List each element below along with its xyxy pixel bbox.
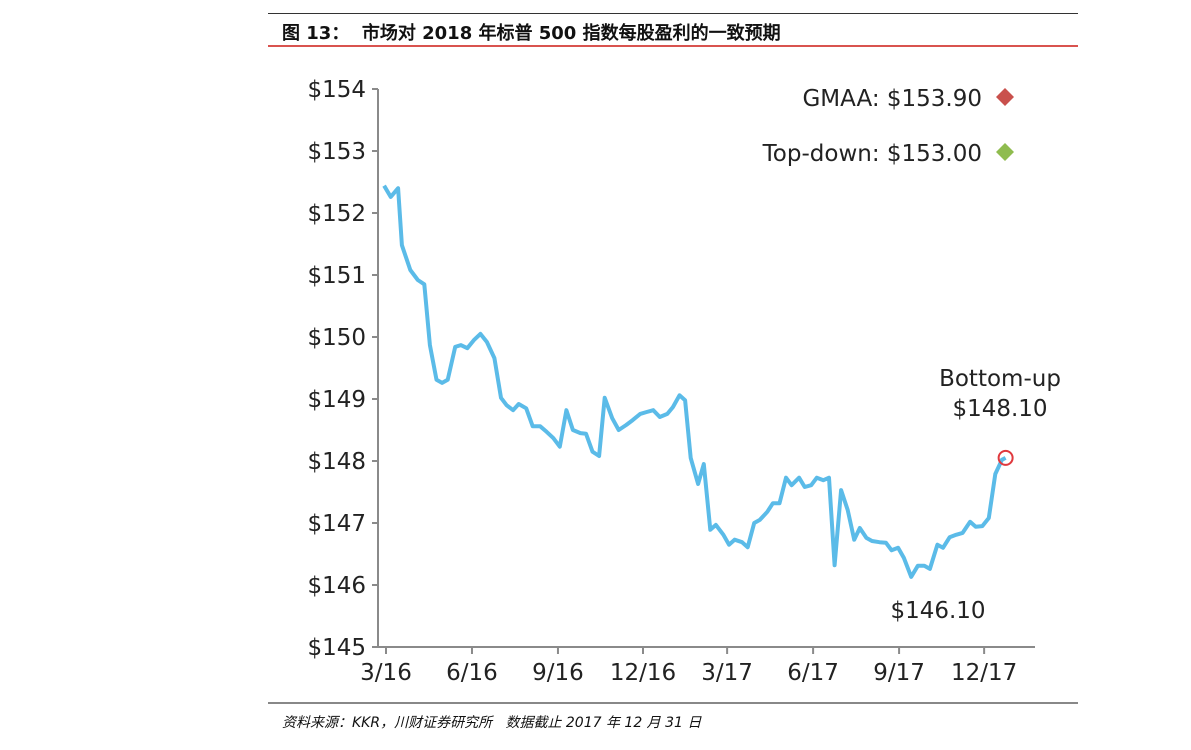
title-underline bbox=[268, 45, 1078, 47]
gmaa-diamond-marker bbox=[996, 88, 1014, 106]
footer-rule bbox=[268, 702, 1078, 704]
low-point-label: $146.10 bbox=[890, 598, 985, 624]
y-tick-label: $151 bbox=[307, 263, 366, 289]
x-tick-label: 3/17 bbox=[701, 660, 753, 686]
y-tick-label: $148 bbox=[307, 449, 366, 475]
x-tick-label: 6/17 bbox=[787, 660, 839, 686]
top-down-label: Top-down: $153.00 bbox=[762, 141, 982, 167]
y-tick-label: $147 bbox=[307, 511, 366, 537]
annotations: GMAA: $153.90 Top-down: $153.00 Bottom-u… bbox=[762, 86, 1061, 624]
y-tick-label: $154 bbox=[307, 77, 366, 103]
series-line bbox=[382, 184, 1007, 579]
bottom-up-circle-marker bbox=[997, 449, 1014, 466]
figure-title: 图 13： 市场对 2018 年标普 500 指数每股盈利的一致预期 bbox=[282, 23, 781, 44]
x-tick-label: 12/16 bbox=[610, 660, 676, 686]
x-tick-label: 9/17 bbox=[873, 660, 925, 686]
x-tick-label: 9/16 bbox=[532, 660, 584, 686]
y-tick-label: $153 bbox=[307, 139, 366, 165]
bottom-up-value: $148.10 bbox=[952, 396, 1047, 422]
gmaa-label: GMAA: $153.90 bbox=[802, 86, 982, 112]
y-tick-label: $146 bbox=[307, 573, 366, 599]
y-tick-label: $145 bbox=[307, 635, 366, 661]
axes: $145 $146 $147 $148 $149 $150 $151 $152 $153 $154… bbox=[307, 77, 1035, 686]
top-down-diamond-marker bbox=[996, 143, 1014, 161]
y-tick-label: $152 bbox=[307, 201, 366, 227]
bottom-up-label: Bottom-up bbox=[939, 366, 1061, 392]
x-tick-label: 6/16 bbox=[446, 660, 498, 686]
source-note: 资料来源：KKR，川财证券研究所 数据截止 2017 年 12 月 31 日 bbox=[282, 715, 702, 731]
y-tick-label: $150 bbox=[307, 325, 366, 351]
x-tick-label: 3/16 bbox=[360, 660, 412, 686]
plot-area bbox=[382, 184, 1007, 579]
x-tick-label: 12/17 bbox=[951, 660, 1017, 686]
top-rule bbox=[268, 13, 1078, 14]
y-tick-label: $149 bbox=[307, 387, 366, 413]
